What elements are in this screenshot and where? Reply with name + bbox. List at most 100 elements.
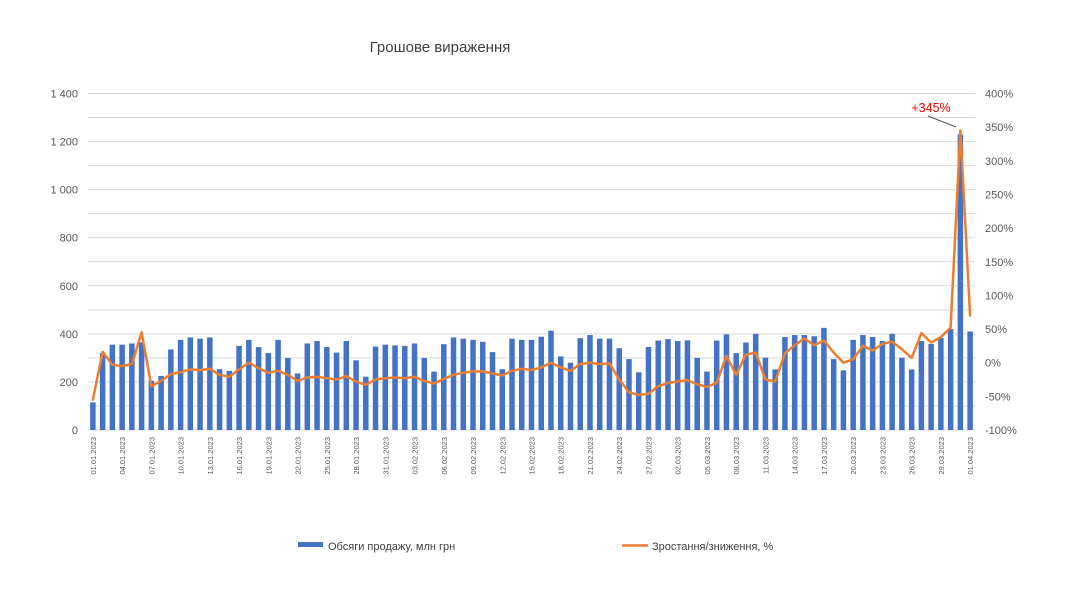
bar — [587, 335, 593, 430]
x-axis-label: 01.01.2023 — [89, 437, 98, 475]
legend-line-label: Зростання/зниження, % — [652, 541, 774, 553]
bar — [674, 341, 681, 430]
right-axis-label: -100% — [985, 425, 1017, 437]
bar — [665, 339, 671, 430]
bar — [275, 339, 281, 430]
x-axis-label: 03.02.2023 — [411, 437, 420, 475]
bar — [704, 371, 710, 430]
bar — [694, 357, 700, 430]
x-axis-label: 04.01.2023 — [118, 437, 127, 475]
x-axis-label: 09.02.2023 — [469, 437, 478, 475]
bar — [392, 345, 398, 430]
annotation-leader-line — [927, 115, 957, 128]
bar — [119, 344, 125, 430]
bar — [606, 338, 613, 430]
bar — [743, 342, 749, 430]
bar — [567, 362, 574, 430]
x-axis-label: 25.01.2023 — [323, 437, 332, 475]
left-axis-labels: 1 400 1 200 1 000 800 600 400 200 0 — [50, 89, 78, 438]
bar — [460, 338, 467, 430]
bar — [519, 339, 525, 430]
bar — [821, 327, 827, 430]
bar — [811, 336, 817, 430]
bar — [333, 352, 340, 430]
left-axis-label: 600 — [60, 281, 78, 293]
bar — [733, 353, 739, 430]
x-axis-label: 02.03.2023 — [674, 437, 683, 475]
bar — [596, 338, 603, 430]
bar — [382, 344, 389, 430]
x-axis-label: 24.02.2023 — [615, 437, 624, 475]
x-axis-label: 10.01.2023 — [177, 437, 186, 475]
bar — [197, 338, 203, 430]
left-axis-label: 1 400 — [50, 89, 78, 101]
x-axis-label: 12.02.2023 — [498, 437, 507, 475]
bar — [489, 352, 496, 430]
bar — [557, 356, 564, 430]
bar — [99, 353, 106, 430]
x-axis-label: 05.03.2023 — [703, 437, 712, 475]
bar — [899, 357, 905, 430]
legend: Обсяги продажу, млн грн Зростання/знижен… — [298, 541, 774, 553]
x-axis-label: 21.02.2023 — [586, 437, 595, 475]
bar — [782, 336, 788, 430]
bar — [869, 336, 876, 430]
right-axis-label: 150% — [985, 257, 1013, 269]
bar — [840, 370, 847, 430]
x-axis-label: 28.01.2023 — [352, 437, 361, 475]
bar — [324, 347, 330, 430]
legend-bar-label: Обсяги продажу, млн грн — [328, 541, 455, 553]
right-axis-label: 350% — [985, 122, 1013, 134]
bar — [577, 338, 583, 430]
bar — [509, 338, 515, 430]
x-axis-label: 15.02.2023 — [528, 437, 537, 475]
gridlines — [88, 93, 975, 431]
bar — [285, 357, 291, 430]
legend-bar-swatch — [298, 542, 323, 547]
x-axis-label: 23.03.2023 — [878, 437, 887, 475]
bar — [353, 360, 359, 430]
sales-bar-series — [90, 134, 973, 430]
x-axis-label: 07.01.2023 — [147, 437, 156, 475]
x-axis-label: 17.03.2023 — [820, 437, 829, 475]
bar — [207, 337, 213, 430]
growth-line — [91, 129, 972, 401]
bar — [168, 349, 174, 430]
right-axis-label: 100% — [985, 290, 1013, 302]
bar — [928, 343, 934, 430]
bar — [860, 335, 866, 430]
x-axis-label: 01.04.2023 — [966, 437, 975, 475]
bar — [314, 341, 320, 430]
bar — [528, 339, 535, 430]
bar — [889, 333, 895, 430]
bar — [791, 335, 798, 430]
bar — [450, 337, 457, 430]
bar — [684, 340, 691, 430]
bar — [226, 370, 233, 430]
bar — [216, 369, 223, 430]
bar — [246, 339, 252, 430]
bar — [265, 353, 272, 430]
bar — [762, 357, 769, 430]
bar — [402, 345, 408, 430]
bar — [411, 343, 418, 430]
bar — [830, 359, 837, 430]
x-axis-label: 27.02.2023 — [645, 437, 654, 475]
bar — [499, 369, 506, 430]
bar — [645, 347, 652, 430]
x-axis-labels: 01.01.2023 04.01.2023 07.01.2023 10.01.2023… — [89, 437, 975, 475]
x-axis-label: 26.03.2023 — [908, 437, 917, 475]
bar — [752, 333, 759, 430]
bar — [801, 335, 808, 430]
bar — [187, 337, 194, 430]
x-axis-label: 18.02.2023 — [557, 437, 566, 475]
bar — [431, 371, 437, 430]
x-axis-label: 19.01.2023 — [264, 437, 273, 475]
x-axis-label: 11.03.2023 — [761, 437, 770, 474]
x-axis-label: 06.02.2023 — [440, 437, 449, 475]
bar — [109, 344, 116, 430]
bar — [879, 341, 886, 430]
right-axis-label: 250% — [985, 189, 1013, 201]
